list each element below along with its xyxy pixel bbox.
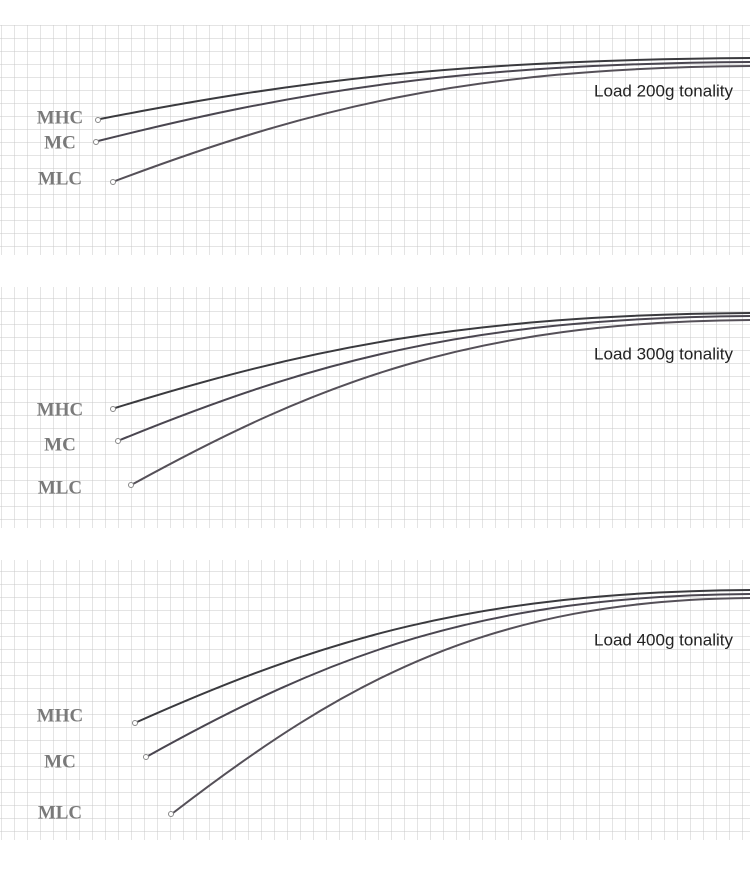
- panel: MHC MC MLC Load 300g tonality: [0, 287, 750, 528]
- rod-label: MHC: [37, 107, 83, 128]
- grid-background: [0, 287, 750, 528]
- grid-background: [0, 25, 750, 255]
- rod-tip: [168, 811, 174, 817]
- caption: Load 300g tonality: [594, 344, 733, 363]
- panel: MHC MC MLC Load 400g tonality: [0, 560, 750, 840]
- rod-label: MC: [44, 132, 76, 153]
- rod-label: MC: [44, 434, 76, 455]
- rod-tip: [115, 438, 121, 444]
- rod-tip: [95, 117, 101, 123]
- rod-curve: [172, 597, 750, 814]
- rod-curve: [136, 589, 750, 723]
- rod-curve: [119, 315, 750, 441]
- caption: Load 400g tonality: [594, 630, 733, 649]
- rod-label: MHC: [37, 705, 83, 726]
- rod-curve: [132, 319, 750, 485]
- panel: MHC MC MLC Load 200g tonality: [0, 25, 750, 255]
- grid-background: [0, 560, 750, 840]
- rod-curve: [97, 61, 750, 142]
- rod-tip: [128, 482, 134, 488]
- rod-tip: [110, 406, 116, 412]
- rod-label: MLC: [38, 168, 82, 189]
- caption: Load 200g tonality: [594, 81, 733, 100]
- rod-tip: [132, 720, 138, 726]
- rod-tip: [143, 754, 149, 760]
- rod-tip: [93, 139, 99, 145]
- rod-label: MLC: [38, 802, 82, 823]
- rod-curve: [99, 57, 750, 120]
- rod-curve: [114, 65, 750, 182]
- rod-label: MC: [44, 751, 76, 772]
- rod-label: MHC: [37, 399, 83, 420]
- rod-curve: [114, 312, 750, 409]
- rod-label: MLC: [38, 477, 82, 498]
- rod-tip: [110, 179, 116, 185]
- rod-curve: [147, 593, 750, 757]
